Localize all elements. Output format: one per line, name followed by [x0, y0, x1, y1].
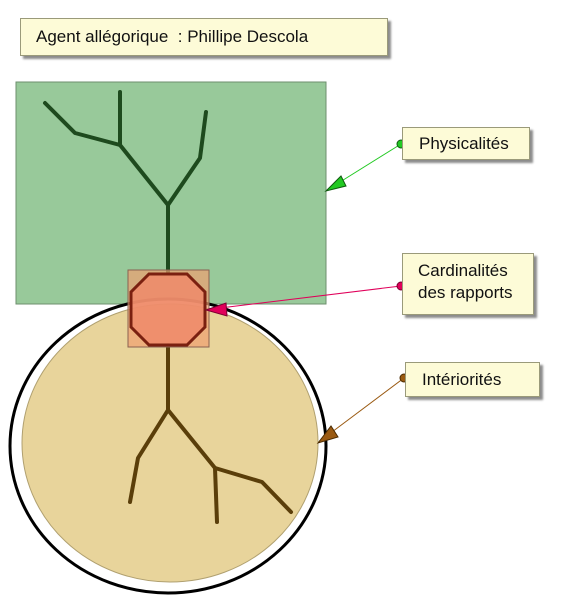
- physicalites-area: [15, 81, 327, 305]
- junction-octagon: [129, 272, 207, 347]
- cardinalites-label: Cardinalités des rapports: [402, 253, 534, 315]
- interiorites-label: Intériorités: [405, 362, 540, 397]
- lower-tree: [128, 343, 293, 524]
- physicalites-label: Physicalités: [402, 127, 530, 160]
- cardinalites-label-line1: Cardinalités: [418, 261, 508, 280]
- cardinalites-label-line2: des rapports: [418, 283, 513, 302]
- arrow-physicalites: [324, 139, 406, 192]
- title-label: Agent allégorique : Phillipe Descola: [20, 18, 388, 56]
- upper-tree: [43, 90, 208, 274]
- arrow-interiorites: [316, 373, 409, 444]
